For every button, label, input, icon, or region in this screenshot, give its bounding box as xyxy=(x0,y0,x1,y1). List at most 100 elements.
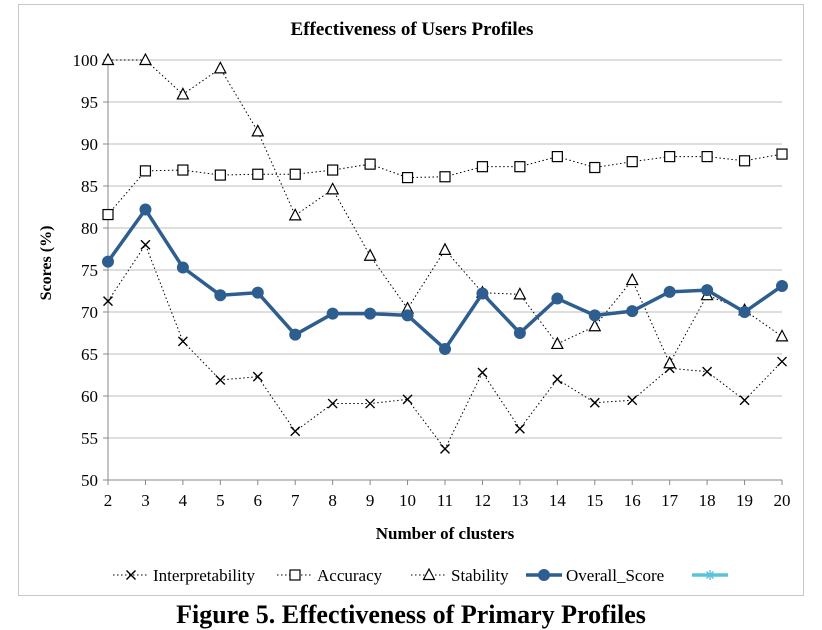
data-point-stability xyxy=(213,61,227,74)
x-tick-label: 13 xyxy=(511,491,528,510)
data-point-accuracy xyxy=(289,168,301,180)
data-point-accuracy xyxy=(177,164,189,176)
data-point-stability xyxy=(588,318,602,332)
marker-stroke xyxy=(327,398,338,409)
x-tick-label: 10 xyxy=(399,491,416,510)
legend: Interpretability Accuracy Stability Overall… xyxy=(113,566,728,585)
data-point-interpretability xyxy=(627,395,638,406)
x-tick-label: 3 xyxy=(141,491,150,510)
legend-label: Stability xyxy=(451,566,509,585)
series-accuracy xyxy=(102,148,788,221)
line-chart: Effectiveness of Users Profiles 50556065… xyxy=(38,19,791,585)
y-tick-label: 95 xyxy=(81,93,98,112)
x-tick-label: 5 xyxy=(216,491,225,510)
data-point-overall-score xyxy=(439,342,451,355)
data-point-accuracy xyxy=(476,161,489,173)
data-point-accuracy xyxy=(439,171,451,183)
data-point-interpretability xyxy=(552,374,563,385)
data-point-overall-score xyxy=(588,309,601,322)
data-point-stability xyxy=(326,182,340,195)
chart-frame: Effectiveness of Users Profiles 50 55 60 65… xyxy=(18,4,804,596)
y-axis-label: Scores (%) xyxy=(38,226,55,301)
gridlines xyxy=(108,59,782,439)
y-tick-label: 70 xyxy=(81,303,98,322)
legend-item-interpretability: Interpretability xyxy=(113,566,255,585)
marker-stroke xyxy=(477,367,488,378)
axes xyxy=(103,59,783,485)
y-tick-label: 90 xyxy=(81,135,98,154)
marker-stroke xyxy=(514,423,525,434)
legend-label: Interpretability xyxy=(153,566,255,585)
x-tick-label: 16 xyxy=(624,491,641,510)
data-point-accuracy xyxy=(139,165,152,177)
data-point-overall-score xyxy=(401,309,414,322)
data-point-overall-score xyxy=(738,306,751,318)
x-tick-label: 8 xyxy=(328,491,337,510)
data-point-accuracy xyxy=(626,156,638,168)
y-tick-label: 80 xyxy=(81,219,98,238)
x-tick-labels: 2 3 4 5 6 7 8 9 10 11 12 13 14 15 16 17 18 19 20 xyxy=(104,491,791,510)
x-tick-label: 12 xyxy=(474,491,491,510)
data-point-accuracy xyxy=(776,148,788,160)
marker-stroke xyxy=(739,395,750,406)
x-tick-label: 4 xyxy=(179,491,188,510)
data-point-overall-score xyxy=(214,289,227,302)
data-point-interpretability xyxy=(402,394,413,405)
marker-stroke xyxy=(252,371,263,382)
data-point-stability xyxy=(625,272,639,286)
data-point-accuracy xyxy=(364,158,376,170)
x-tick-label: 2 xyxy=(104,491,113,510)
data-point-stability xyxy=(363,248,377,261)
data-point-stability xyxy=(513,287,527,300)
data-point-interpretability xyxy=(477,367,488,378)
marker-stroke xyxy=(440,443,450,454)
marker-stroke xyxy=(140,239,151,250)
data-point-interpretability xyxy=(440,443,450,454)
data-point-stability xyxy=(251,124,265,137)
data-point-interpretability xyxy=(702,366,713,377)
x-tick-label: 19 xyxy=(736,491,753,510)
series-line-stability xyxy=(108,59,783,364)
data-point-accuracy xyxy=(738,155,751,167)
data-point-accuracy xyxy=(551,151,563,163)
series-layer xyxy=(101,52,789,454)
data-point-overall-score xyxy=(626,305,639,318)
chart-title: Effectiveness of Users Profiles xyxy=(291,19,534,40)
data-point-accuracy xyxy=(701,151,713,163)
y-tick-label: 85 xyxy=(81,177,98,196)
y-tick-label: 75 xyxy=(81,261,98,280)
x-tick-label: 9 xyxy=(366,491,375,510)
data-point-interpretability xyxy=(777,356,787,367)
data-point-accuracy xyxy=(252,168,264,180)
legend-marker xyxy=(705,570,715,580)
data-point-overall-score xyxy=(776,279,788,292)
marker-stroke xyxy=(215,375,226,386)
x-tick-label: 11 xyxy=(437,491,453,510)
legend-item-overall-score: Overall_Score xyxy=(526,566,664,585)
data-point-interpretability xyxy=(177,336,188,347)
data-point-stability xyxy=(550,336,564,350)
x-tick-label: 7 xyxy=(291,491,300,510)
data-point-stability xyxy=(176,87,190,100)
y-tick-label: 65 xyxy=(81,345,98,364)
series-overall-score xyxy=(102,203,788,355)
data-point-interpretability xyxy=(290,426,301,437)
marker-stroke xyxy=(552,374,563,385)
legend-item-stability: Stability xyxy=(411,566,509,585)
marker-stroke xyxy=(126,570,136,580)
data-point-stability xyxy=(101,52,115,66)
x-tick-label: 15 xyxy=(586,491,603,510)
data-point-accuracy xyxy=(589,161,601,174)
data-point-accuracy xyxy=(214,169,226,181)
y-tick-label: 60 xyxy=(81,387,98,406)
data-point-overall-score xyxy=(251,286,264,299)
marker-stroke xyxy=(702,366,713,377)
data-point-interpretability xyxy=(103,296,113,307)
data-point-accuracy xyxy=(664,151,676,163)
data-point-overall-score xyxy=(364,307,377,320)
legend-label: Accuracy xyxy=(317,566,383,585)
x-tick-label: 17 xyxy=(661,491,679,510)
data-point-accuracy xyxy=(401,172,414,184)
data-point-interpretability xyxy=(327,398,338,409)
y-tick-label: 55 xyxy=(81,429,98,448)
